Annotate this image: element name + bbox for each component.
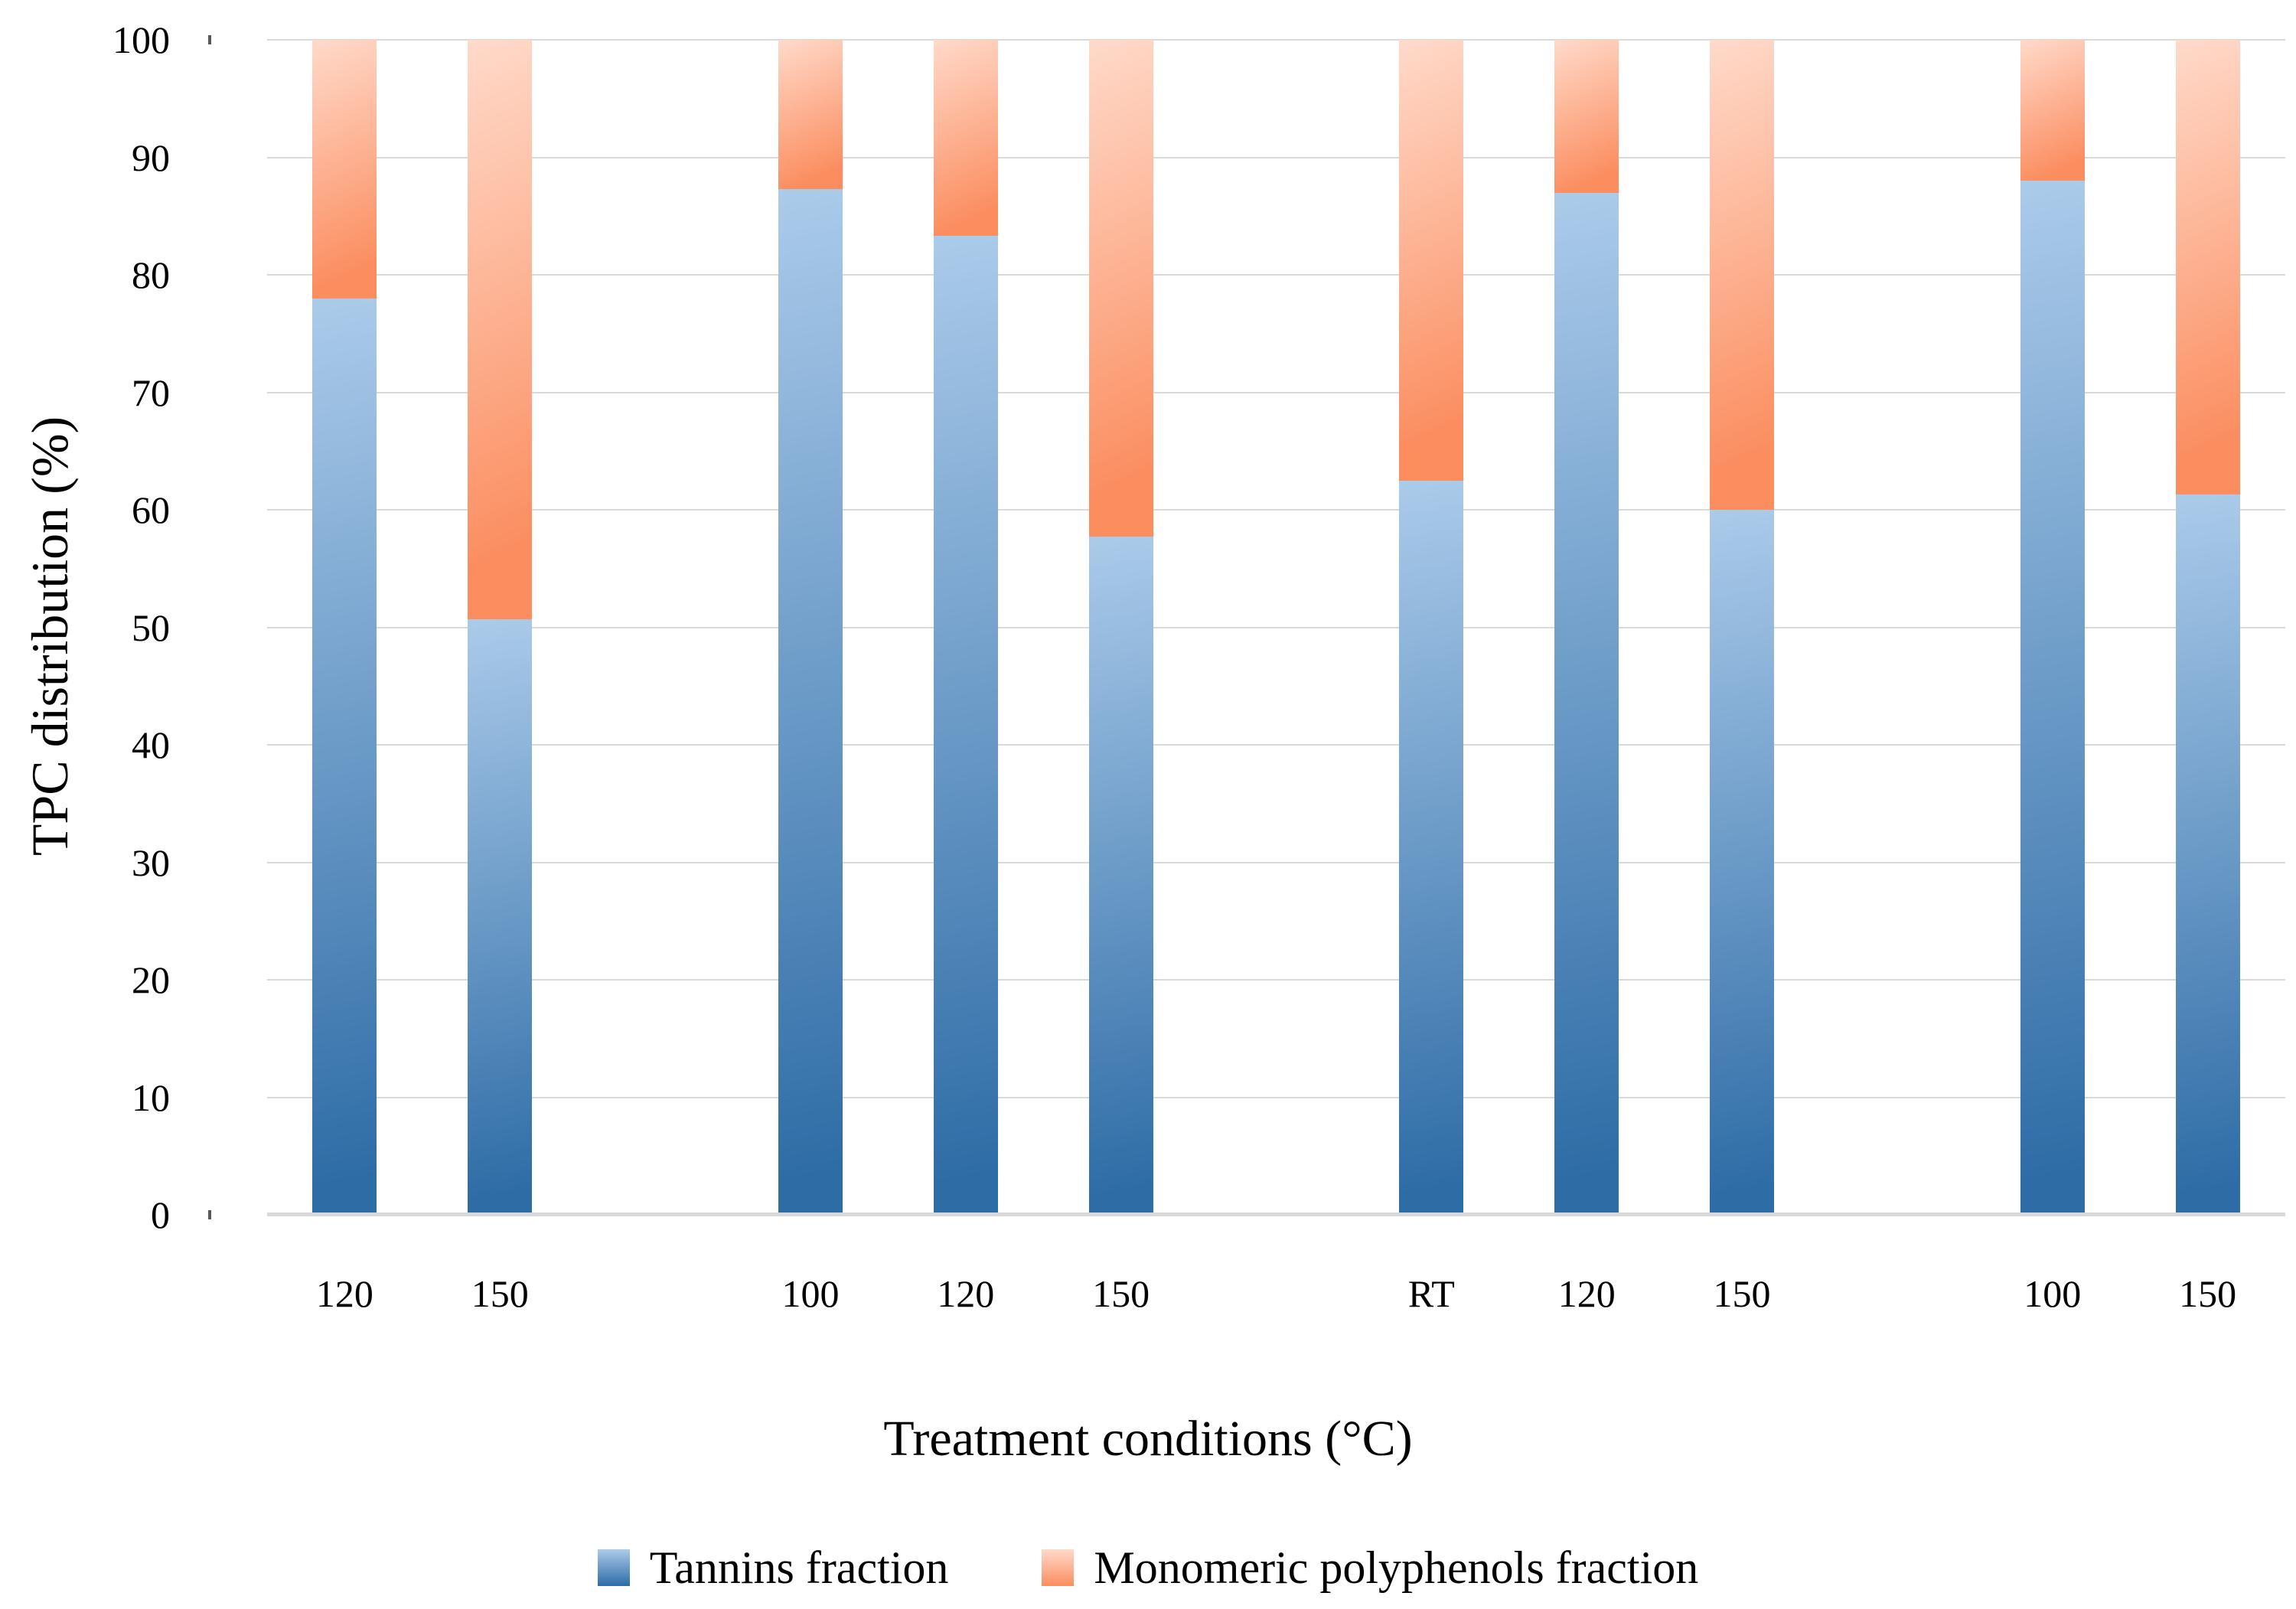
x-axis-title: Treatment conditions (°C) bbox=[883, 1411, 1413, 1467]
x-tick-label: RT bbox=[1407, 1272, 1455, 1315]
y-tick-label: 80 bbox=[132, 253, 170, 296]
x-tick-label: 150 bbox=[1713, 1272, 1771, 1315]
y-tick-label: 70 bbox=[132, 370, 170, 414]
gridline bbox=[267, 979, 2285, 981]
x-tick-label: 100 bbox=[2024, 1272, 2082, 1315]
bar-segment-monomeric bbox=[312, 40, 377, 299]
x-tick-label: 120 bbox=[315, 1272, 373, 1315]
y-tick-label: 40 bbox=[132, 723, 170, 766]
bar-segment-tannins bbox=[778, 188, 843, 1215]
gridline bbox=[267, 39, 2285, 41]
y-tick-mark bbox=[208, 35, 211, 44]
y-tick-label: 10 bbox=[132, 1075, 170, 1119]
y-tick-label: 60 bbox=[132, 488, 170, 531]
bar-segment-monomeric bbox=[1554, 40, 1619, 193]
gridline bbox=[267, 744, 2285, 746]
x-tick-label: 150 bbox=[2179, 1272, 2237, 1315]
y-tick-mark bbox=[208, 1210, 211, 1219]
tannins-swatch-icon bbox=[597, 1549, 630, 1586]
bar-segment-tannins bbox=[933, 236, 998, 1215]
y-tick-label: 20 bbox=[132, 958, 170, 1001]
bar-segment-monomeric bbox=[1710, 40, 1775, 510]
y-tick-label: 90 bbox=[132, 135, 170, 179]
bar-segment-tannins bbox=[1710, 510, 1775, 1215]
bar-segment-monomeric bbox=[1088, 40, 1153, 537]
x-tick-label: 120 bbox=[937, 1272, 995, 1315]
bar-segment-monomeric bbox=[1399, 40, 1464, 481]
y-tick-label: 0 bbox=[151, 1193, 170, 1236]
gridline bbox=[267, 626, 2285, 628]
plot-area bbox=[267, 39, 2285, 1216]
legend-item-tannins: Tannins fraction bbox=[597, 1542, 949, 1594]
bar-segment-monomeric bbox=[468, 40, 533, 619]
monomeric-swatch-icon bbox=[1042, 1549, 1075, 1586]
bar-segment-monomeric bbox=[2020, 40, 2085, 181]
bar-segment-tannins bbox=[1088, 537, 1153, 1215]
x-tick-label: 120 bbox=[1557, 1272, 1616, 1315]
y-tick-label: 100 bbox=[113, 18, 170, 61]
x-tick-label: 100 bbox=[781, 1272, 840, 1315]
gridline bbox=[267, 1096, 2285, 1098]
bar-segment-monomeric bbox=[778, 40, 843, 189]
bar-segment-tannins bbox=[1399, 480, 1464, 1215]
legend-label-monomeric: Monomeric polyphenols fraction bbox=[1094, 1542, 1699, 1593]
legend-label-tannins: Tannins fraction bbox=[649, 1542, 949, 1593]
x-axis-line bbox=[267, 1212, 2285, 1216]
gridline bbox=[267, 156, 2285, 158]
gridline bbox=[267, 391, 2285, 393]
gridline bbox=[267, 274, 2285, 276]
bar-segment-tannins bbox=[468, 618, 533, 1215]
x-tick-label: 150 bbox=[471, 1272, 529, 1315]
gridline bbox=[267, 509, 2285, 511]
legend-item-monomeric: Monomeric polyphenols fraction bbox=[1042, 1542, 1698, 1594]
legend: Tannins fraction Monomeric polyphenols f… bbox=[0, 1532, 2296, 1603]
bar-segment-tannins bbox=[2175, 494, 2240, 1215]
bar-segment-tannins bbox=[1554, 192, 1619, 1215]
bar-segment-tannins bbox=[312, 298, 377, 1215]
bar-segment-monomeric bbox=[933, 40, 998, 237]
gridline bbox=[267, 861, 2285, 863]
bar-segment-tannins bbox=[2020, 181, 2085, 1215]
y-tick-label: 50 bbox=[132, 605, 170, 649]
y-tick-label: 30 bbox=[132, 840, 170, 884]
bar-segment-monomeric bbox=[2175, 40, 2240, 495]
x-tick-label: 150 bbox=[1092, 1272, 1150, 1315]
